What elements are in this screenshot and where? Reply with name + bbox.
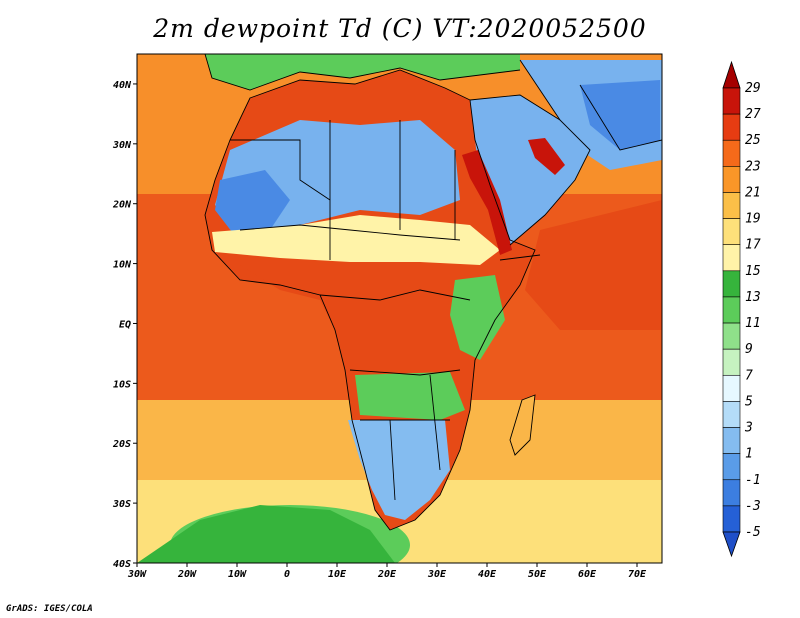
colorbar-label: -1 xyxy=(745,473,761,488)
east-africa-highlands xyxy=(450,275,505,360)
western-sahara-very-dry xyxy=(215,170,290,232)
map-title: 2m dewpoint Td (C) VT:2020052500 xyxy=(153,14,647,43)
y-tick-label: 20N xyxy=(112,200,132,211)
colorbar-label: 5 xyxy=(745,394,753,409)
x-tick-label: 20E xyxy=(377,569,397,580)
x-tick-label: 10W xyxy=(228,569,247,580)
y-tick-label: 20S xyxy=(112,439,131,450)
persian-gulf xyxy=(528,138,565,175)
map-field xyxy=(137,54,662,563)
x-tick-label: 20W xyxy=(177,569,197,580)
y-tick-label: EQ xyxy=(119,319,131,330)
southern-africa-dry xyxy=(348,420,450,520)
colorbar-swatch xyxy=(722,505,741,533)
colorbar-swatch xyxy=(722,166,741,193)
colorbar-swatch xyxy=(722,348,741,376)
colorbar-swatch xyxy=(722,322,741,350)
y-tick-label: 10N xyxy=(113,260,132,271)
footer-credit: GrADS: IGES/COLA xyxy=(6,604,93,614)
y-tick-label: 40N xyxy=(113,80,132,91)
colorbar-label: 27 xyxy=(745,107,761,122)
y-tick-label: 30N xyxy=(112,140,132,151)
y-tick-label: 10S xyxy=(113,379,131,390)
colorbar-label: 29 xyxy=(745,81,761,96)
x-tick-label: 70E xyxy=(628,569,647,580)
y-axis: 40N 30N 20N 10N EQ 10S 20S 30S 40S xyxy=(112,80,137,570)
y-tick-label: 30S xyxy=(112,499,131,510)
colorbar-swatch xyxy=(722,453,741,481)
x-tick-label: 30E xyxy=(427,569,447,580)
colorbar-swatch xyxy=(722,113,741,141)
colorbar-swatch xyxy=(722,192,741,219)
colorbar-label: 13 xyxy=(745,290,761,305)
colorbar-swatch xyxy=(722,139,741,167)
colorbar-label: 3 xyxy=(744,421,753,436)
red-sea xyxy=(462,150,512,255)
plot-frame xyxy=(136,53,663,564)
x-tick-label: 60E xyxy=(578,569,597,580)
colorbar-label: 15 xyxy=(745,264,761,279)
colorbar-bottom-arrow xyxy=(722,531,741,558)
colorbar-swatch xyxy=(722,87,741,115)
colorbar-label: 25 xyxy=(745,133,761,148)
madagascar xyxy=(510,395,535,455)
x-tick-label: 50E xyxy=(528,569,547,580)
x-tick-label: 0 xyxy=(284,569,290,580)
colorbar-label: -3 xyxy=(745,499,761,514)
colorbar-swatch xyxy=(722,244,741,272)
colorbar-swatch xyxy=(722,218,741,246)
colorbar-label: 11 xyxy=(745,316,761,331)
country-borders xyxy=(204,54,662,531)
x-tick-label: 40E xyxy=(478,569,497,580)
colorbar-top-arrow xyxy=(722,60,741,89)
colorbar-swatch xyxy=(722,270,741,298)
sahel-band xyxy=(212,215,500,265)
colorbar-label: 23 xyxy=(745,159,761,174)
colorbar-label: 1 xyxy=(745,447,753,462)
europe-landmass xyxy=(205,54,520,90)
colorbar-label: -5 xyxy=(745,525,761,540)
x-axis: 30W 20W 10W 0 10E 20E 30E 40E 50E 60E 70E xyxy=(127,563,647,580)
colorbar-swatch xyxy=(722,479,741,507)
iran-dry-zone xyxy=(580,80,660,150)
colorbar-label: 9 xyxy=(745,342,753,357)
x-tick-label: 10E xyxy=(328,569,347,580)
colorbar-label: 19 xyxy=(745,212,761,227)
y-tick-label: 40S xyxy=(113,559,131,570)
southern-green-arc xyxy=(137,505,395,563)
colorbar: 29 27 25 23 21 19 17 15 13 11 9 7 5 3 1 -1 -3 -5 xyxy=(722,60,761,558)
colorbar-swatch xyxy=(722,401,741,428)
x-tick-label: 30W xyxy=(127,569,147,580)
colorbar-label: 17 xyxy=(745,238,761,253)
arabia-dry-zone xyxy=(480,105,555,215)
colorbar-swatch xyxy=(722,374,741,402)
colorbar-swatch xyxy=(722,296,741,324)
colorbar-label: 21 xyxy=(745,185,761,200)
arabian-sea-warm xyxy=(525,200,662,330)
southern-africa-green xyxy=(355,372,465,420)
colorbar-swatch xyxy=(722,427,741,454)
colorbar-label: 7 xyxy=(745,368,753,383)
